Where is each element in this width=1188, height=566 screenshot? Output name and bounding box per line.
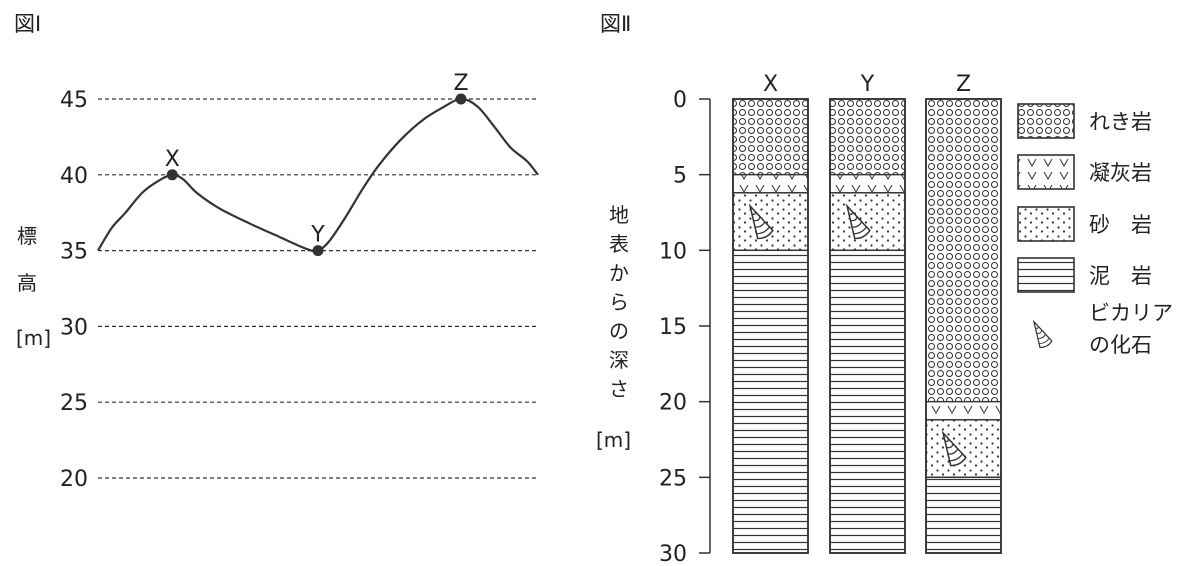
layer-mud — [925, 476, 1002, 554]
legend-label: 凝灰岩 — [1089, 161, 1152, 185]
point-x-marker — [166, 169, 178, 181]
figure-2-ylabel-char: 地 — [609, 203, 629, 227]
depth-tick-label: 30 — [659, 542, 687, 566]
column-x-label: X — [763, 72, 778, 97]
figure-1-ylabel-char: 標 — [17, 224, 37, 248]
column-outline — [925, 98, 1002, 554]
point-x-label: X — [165, 147, 180, 172]
bicaria-fossil-icon — [748, 203, 774, 240]
figure-1-y-unit: [m] — [16, 326, 51, 350]
layer-tuff — [829, 173, 906, 194]
figure-2-ylabel-char: 表 — [609, 232, 629, 256]
column-y-label: Y — [860, 72, 875, 97]
figure-2-ylabel-char: の — [609, 319, 629, 343]
stratigraphic-columns: X Y Z — [732, 72, 1002, 554]
y-tick-label: 40 — [60, 164, 88, 189]
y-tick-label: 35 — [60, 240, 88, 265]
column-outline — [829, 98, 906, 554]
legend-label: 砂 岩 — [1089, 213, 1152, 237]
legend-item-sand: 砂 岩 — [1017, 206, 1152, 242]
figure-2-ylabel-char: ら — [609, 290, 629, 314]
column-z: Z — [925, 72, 1002, 554]
bicaria-fossil-icon — [941, 430, 967, 467]
layer-gravel — [925, 98, 1002, 403]
depth-tick-label: 20 — [659, 391, 687, 416]
figure-2-title: 図Ⅱ — [600, 12, 631, 36]
legend-swatch-gravel — [1017, 103, 1075, 139]
layer-tuff — [732, 173, 809, 194]
legend-swatch-tuff — [1017, 154, 1075, 190]
layer-sand — [829, 192, 906, 252]
depth-tick-label: 0 — [673, 88, 687, 113]
y-tick-label: 25 — [60, 391, 88, 416]
column-y: Y — [829, 72, 906, 554]
figure-2-ylabel-char: さ — [609, 377, 629, 401]
elevation-profile-line — [97, 97, 539, 253]
depth-tick-label: 10 — [659, 239, 687, 264]
point-y-label: Y — [310, 223, 325, 248]
figure-1-y-ticks: 45 40 35 30 25 20 — [60, 88, 88, 492]
legend-item-mud: 泥 岩 — [1017, 257, 1152, 293]
bicaria-fossil-icon — [1032, 319, 1053, 349]
figure-1-elevation-profile: 図Ⅰ 標高 [m] 45 40 35 30 25 20 X Y Z — [14, 12, 539, 492]
figure-2-y-unit: [m] — [596, 428, 631, 452]
legend-label: ビカリア — [1089, 301, 1173, 325]
legend-label: 泥 岩 — [1089, 264, 1152, 288]
figure-1-title: 図Ⅰ — [14, 12, 41, 36]
bicaria-fossil-icon — [845, 203, 871, 240]
point-z-marker — [455, 93, 467, 105]
depth-tick-label: 5 — [673, 164, 687, 189]
layer-gravel — [732, 98, 809, 176]
layer-gravel — [829, 98, 906, 176]
y-tick-label: 30 — [60, 315, 88, 340]
layer-sand — [925, 419, 1002, 479]
figure-2-ylabel-char: 深 — [609, 348, 629, 372]
legend-swatch-sand — [1017, 206, 1075, 242]
legend-item-gravel: れき岩 — [1017, 103, 1152, 139]
figure-1-points: X Y Z — [165, 71, 469, 257]
column-x: X — [732, 72, 809, 554]
column-outline — [732, 98, 809, 554]
layer-tuff — [925, 400, 1002, 421]
layer-mud — [829, 249, 906, 554]
column-z-label: Z — [956, 72, 971, 97]
legend-swatch-mud — [1017, 257, 1075, 293]
figure-2-ylabel-char: か — [609, 261, 629, 285]
y-tick-label: 45 — [60, 88, 88, 113]
point-y-marker — [312, 245, 324, 257]
legend-item-tuff: 凝灰岩 — [1017, 154, 1152, 190]
point-z-label: Z — [453, 71, 468, 96]
y-tick-label: 20 — [60, 467, 88, 492]
figure-2-depth-ticks: 0 5 10 15 20 25 30 — [659, 88, 710, 566]
depth-tick-label: 15 — [659, 315, 687, 340]
depth-tick-label: 25 — [659, 466, 687, 491]
layer-mud — [732, 249, 809, 554]
legend-label: の化石 — [1089, 333, 1152, 357]
figure-1-ylabel-char: 高 — [17, 271, 37, 295]
figure-1-y-axis-label: 標高 — [17, 224, 37, 295]
legend-label: れき岩 — [1089, 110, 1152, 134]
layer-sand — [732, 192, 809, 252]
